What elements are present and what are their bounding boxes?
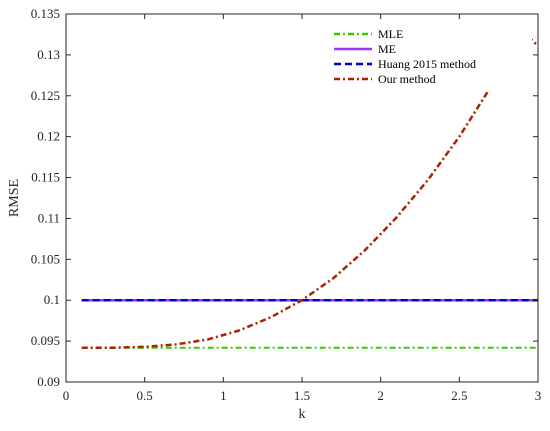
x-tick-label: 1.5	[294, 388, 310, 403]
x-tick-label: 2.5	[451, 388, 467, 403]
x-tick-label: 2	[377, 388, 384, 403]
y-tick-label: 0.12	[37, 129, 60, 144]
y-tick-label: 0.1	[44, 292, 60, 307]
y-tick-label: 0.125	[31, 88, 60, 103]
y-axis-label: RMSE	[7, 179, 22, 217]
legend-label-huang-2015-method: Huang 2015 method	[378, 57, 476, 71]
x-tick-label: 1	[220, 388, 227, 403]
y-ticks: 0.09 0.095 0.1 0.105 0.11 0.115 0.12 0.125 0.13 0…	[31, 6, 538, 389]
x-ticks: 0 0.5 1 1.5 2 2.5 3	[63, 14, 542, 403]
y-tick-label: 0.095	[31, 333, 60, 348]
series-line-our-method	[81, 29, 539, 349]
legend-label-mle: MLE	[378, 27, 403, 41]
y-tick-label: 0.105	[31, 251, 60, 266]
x-tick-label: 0.5	[137, 388, 153, 403]
legend-label-me: ME	[378, 42, 396, 56]
y-tick-label: 0.13	[37, 47, 60, 62]
x-tick-label: 3	[535, 388, 542, 403]
series-lines	[81, 29, 539, 349]
y-tick-label: 0.135	[31, 6, 60, 21]
y-tick-label: 0.115	[31, 170, 60, 185]
x-axis-label: k	[299, 407, 306, 422]
legend-label-our-method: Our method	[378, 72, 436, 86]
y-tick-label: 0.09	[37, 374, 60, 389]
y-tick-label: 0.11	[38, 210, 60, 225]
legend-box	[326, 26, 532, 90]
x-tick-label: 0	[63, 388, 70, 403]
